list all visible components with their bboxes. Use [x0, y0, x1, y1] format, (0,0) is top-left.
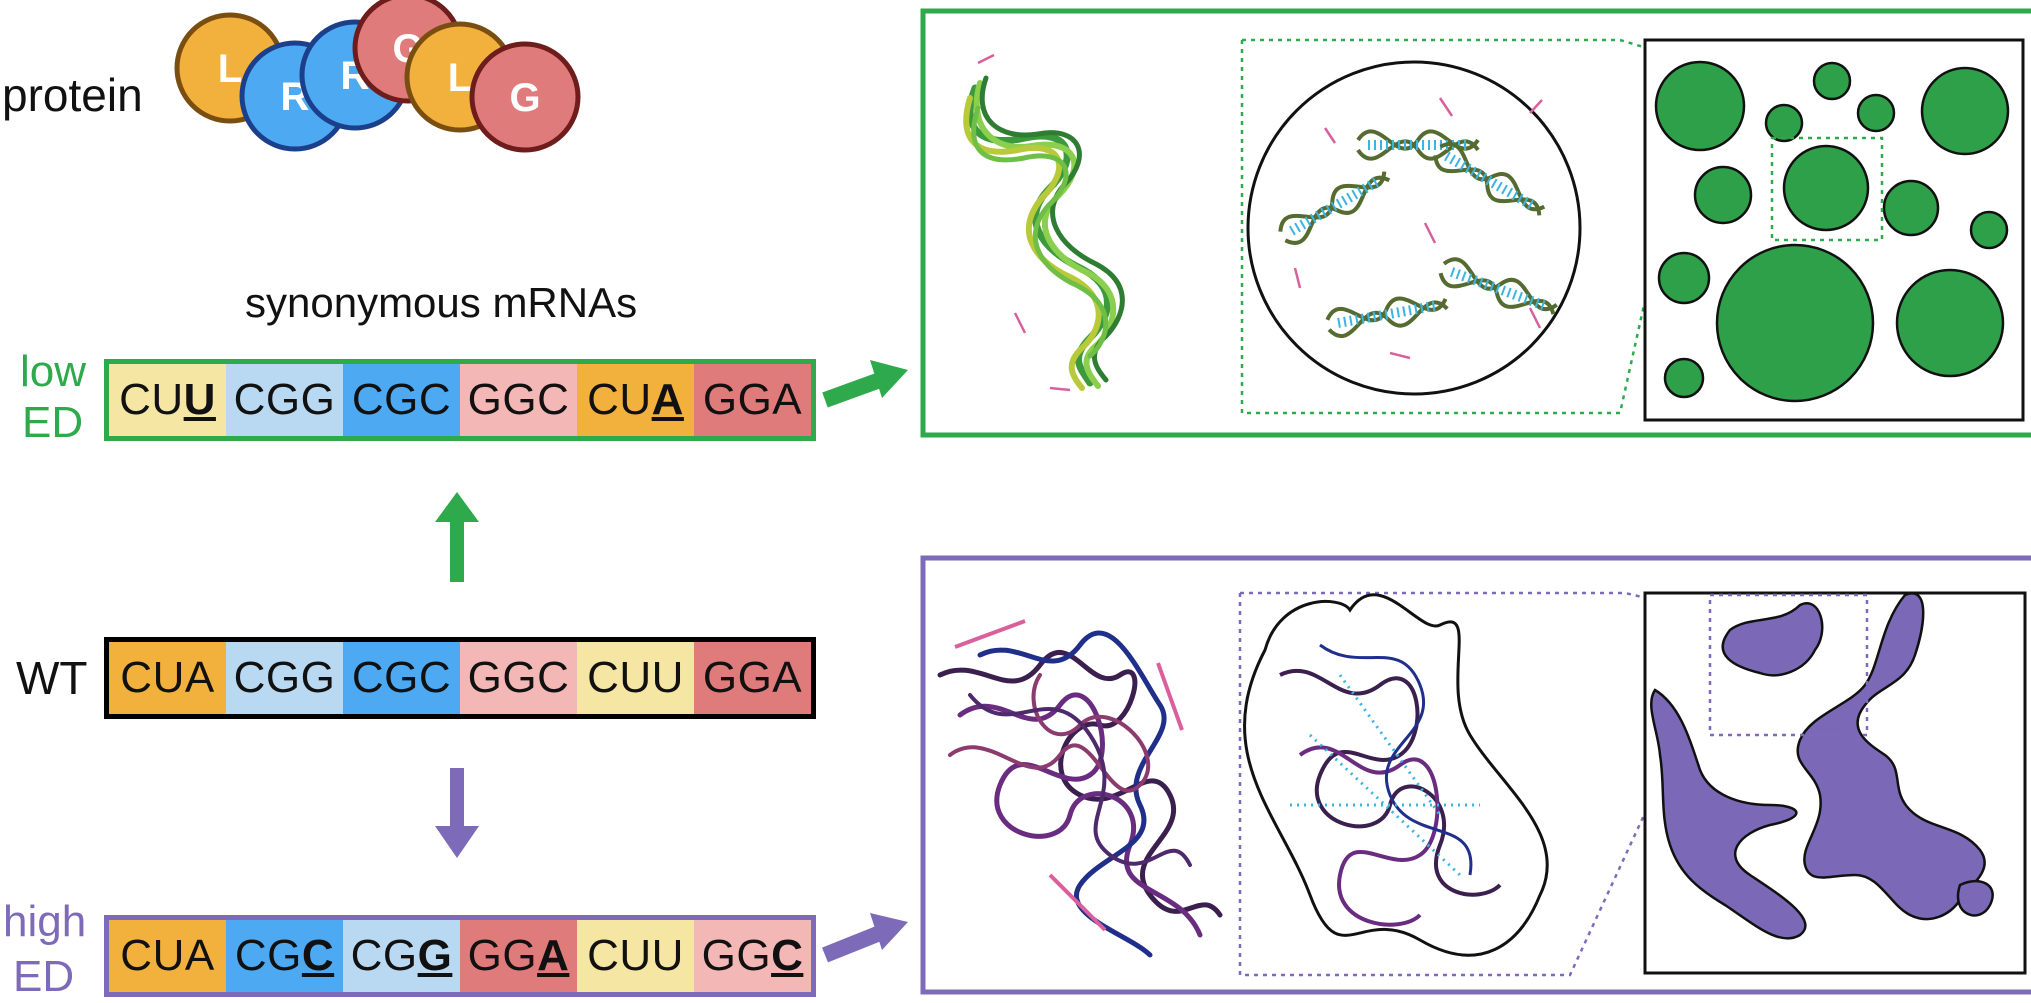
codon-text: CU	[587, 375, 652, 424]
high-ed-ensemble-structure	[937, 630, 1223, 958]
codon-text: CG	[350, 931, 418, 980]
codon-cell: CUU	[577, 920, 694, 992]
low-ed-label-line2: ED	[22, 398, 84, 447]
mutated-base: C	[301, 931, 335, 980]
codon-text: CUA	[120, 931, 215, 980]
residue-letter: L	[218, 47, 242, 91]
residue-letter: G	[509, 76, 540, 120]
codon-text: CGC	[351, 375, 452, 424]
synonymous-mrnas-label: synonymous mRNAs	[245, 279, 638, 326]
codon-text: GGC	[467, 653, 570, 702]
high-ed-cluster-outline	[1243, 593, 1549, 957]
high-ed-motion-arrows	[954, 619, 1184, 932]
protein-chain: LR RGL G	[174, 0, 581, 153]
low-ed-panel	[920, 8, 2031, 438]
mutated-base: A	[651, 375, 684, 424]
codon-text: GG	[701, 931, 772, 980]
low-ed-motion-arrows	[977, 53, 1071, 392]
up-arrow-icon	[435, 492, 479, 582]
codon-text: GG	[467, 931, 538, 980]
codon-cell: CGG	[226, 642, 343, 714]
codon-text: GGC	[467, 375, 570, 424]
high-ed-chain-cluster	[1279, 643, 1502, 927]
codon-text: CGG	[233, 653, 336, 702]
high-ed-codon-row: CUA CG C CG G GG A CUU GG C	[104, 915, 816, 997]
codon-cell: CUU	[577, 642, 694, 714]
high-ed-condensate-shapes	[1650, 592, 1994, 940]
high-ed-label-line1: high	[3, 897, 87, 946]
codon-text: GGA	[702, 375, 803, 424]
high-ed-panel	[920, 555, 2031, 995]
codon-cell: CGG	[226, 364, 343, 436]
codon-cell: GGC	[460, 364, 577, 436]
codon-text: CUA	[120, 653, 215, 702]
protein-label: protein	[2, 69, 143, 121]
mutated-base: G	[417, 931, 453, 980]
mutated-base: A	[537, 931, 570, 980]
codon-text: CUU	[587, 653, 684, 702]
codon-cell: CGC	[343, 642, 460, 714]
codon-cell: GGC	[460, 642, 577, 714]
codon-text: CUU	[587, 931, 684, 980]
codon-cell: GGA	[694, 642, 811, 714]
codon-text: CGG	[233, 375, 336, 424]
residue-letter: L	[448, 56, 472, 100]
residue-bead-6: G	[469, 41, 581, 153]
low-ed-label-line1: low	[20, 347, 87, 396]
mutated-base: C	[771, 931, 804, 980]
to-low-panel-arrow-icon	[822, 360, 908, 408]
low-ed-codon-row: CU U CGG CGC GGC CU A GGA	[104, 359, 816, 441]
codon-text: CGC	[351, 653, 452, 702]
high-ed-label-line2: ED	[13, 952, 75, 1001]
down-arrow-icon	[435, 768, 479, 858]
mutated-base: U	[183, 375, 216, 424]
codon-cell: CUA	[109, 642, 226, 714]
codon-text: CG	[234, 931, 302, 980]
to-high-panel-arrow-icon	[822, 913, 908, 963]
low-ed-ensemble-structure	[963, 75, 1125, 391]
low-ed-condensate-droplets	[1654, 60, 2010, 403]
codon-text: CU	[119, 375, 184, 424]
codon-cell: GGA	[694, 364, 811, 436]
wt-codon-row: CUA CGG CGC GGC CUU GGA	[104, 637, 816, 719]
codon-cell: CUA	[109, 920, 226, 992]
codon-text: GGA	[702, 653, 803, 702]
codon-cell: CGC	[343, 364, 460, 436]
wt-label: WT	[16, 652, 88, 704]
